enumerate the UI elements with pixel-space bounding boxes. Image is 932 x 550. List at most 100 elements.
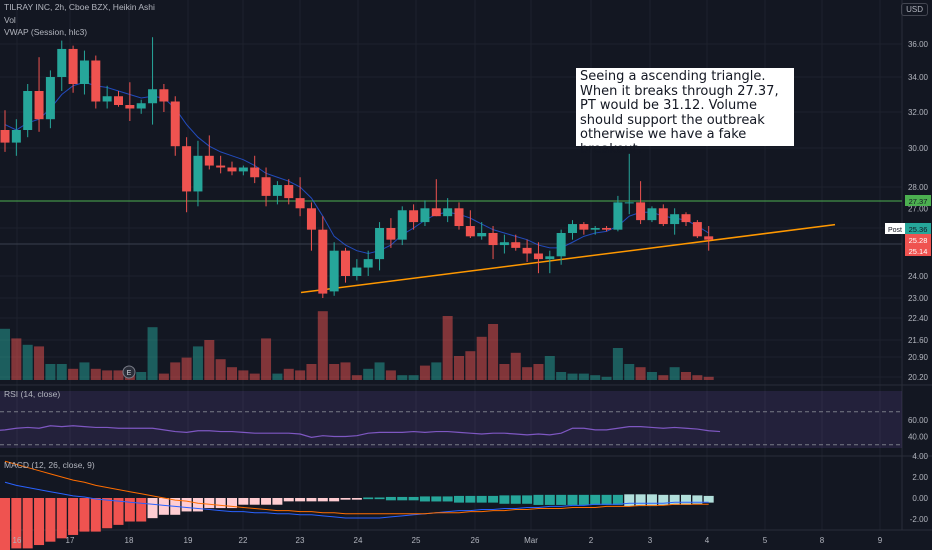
candle-body: [125, 105, 135, 109]
candle: [170, 96, 180, 156]
volume-bar: [476, 336, 487, 380]
macd-hist-bar: [442, 496, 453, 502]
support-trendline: [300, 223, 836, 294]
post-badge: [885, 223, 905, 234]
macd-tick-label: 0.00: [912, 494, 928, 503]
macd-hist-bar: [419, 496, 430, 502]
rsi-line: [0, 425, 721, 438]
candle: [0, 110, 10, 152]
candle-body: [204, 155, 214, 166]
macd-hist-bar: [510, 495, 521, 504]
candle: [624, 153, 634, 215]
volume-bar: [522, 367, 533, 380]
macd-hist-bar: [522, 495, 533, 504]
candle-body: [261, 177, 271, 196]
volume-bar: [658, 375, 669, 380]
macd-hist-bar: [601, 494, 612, 505]
macd-hist-bar: [692, 495, 703, 504]
time-tick-label: 23: [296, 536, 305, 545]
candle-body: [375, 228, 385, 260]
candle: [420, 200, 430, 227]
price-label-last: [905, 234, 931, 245]
candle: [454, 202, 464, 230]
candle: [306, 202, 316, 251]
price-tick-label: 21.60: [908, 336, 929, 345]
candle: [159, 84, 169, 112]
macd-hist-bar: [646, 494, 657, 507]
symbol-legend[interactable]: TILRAY INC, 2h, Cboe BZX, Heikin Ashi: [4, 2, 155, 12]
macd-hist-bar: [249, 498, 260, 505]
candle: [148, 37, 158, 125]
candle: [499, 234, 509, 254]
candle-body: [420, 208, 430, 223]
macd-hist-bar: [215, 498, 226, 509]
macd-histogram: [0, 494, 714, 550]
candle: [477, 222, 487, 240]
candle-body: [238, 167, 248, 172]
time-tick-label: 3: [648, 536, 653, 545]
macd-hist-bar: [261, 498, 272, 505]
candle-body: [23, 91, 33, 130]
volume-bar: [170, 362, 181, 380]
volume-bar: [329, 364, 340, 380]
candle: [102, 85, 112, 109]
macd-hist-bar: [22, 498, 33, 549]
macd-hist-bar: [192, 498, 203, 512]
candle: [545, 250, 555, 274]
macd-hist-bar: [635, 494, 646, 507]
price-tick-label: 30.00: [908, 144, 929, 153]
volume-series: [0, 311, 714, 380]
volume-bar: [34, 346, 45, 380]
candle: [488, 226, 498, 260]
time-tick-label: 17: [66, 536, 75, 545]
candle-body: [590, 228, 600, 230]
candle-body: [91, 60, 101, 102]
volume-bar: [351, 375, 362, 380]
volume-bar: [295, 370, 306, 380]
macd-hist-bar: [454, 495, 464, 503]
volume-legend[interactable]: Vol: [4, 15, 16, 25]
candle: [341, 247, 350, 283]
candle-body: [0, 130, 10, 143]
candle-body: [533, 253, 543, 260]
candle-body: [522, 247, 532, 254]
macd-hist-bar: [567, 494, 578, 505]
candle-body: [114, 96, 123, 105]
rsi-legend[interactable]: RSI (14, close): [4, 389, 61, 399]
candle-body: [136, 103, 146, 109]
candle-body: [397, 210, 407, 240]
volume-bar: [465, 351, 476, 380]
volume-bar: [283, 368, 294, 380]
volume-bar: [544, 356, 555, 380]
volume-bar: [317, 311, 328, 380]
candle: [613, 195, 623, 232]
candle: [636, 181, 646, 225]
candle: [409, 204, 419, 230]
candle: [318, 216, 328, 298]
earnings-marker-icon: [122, 365, 136, 379]
annotation-note[interactable]: Seeing a ascending triangle. When it bre…: [576, 68, 794, 156]
vwap-legend[interactable]: VWAP (Session, hlc3): [4, 27, 88, 37]
candle-body: [545, 256, 555, 260]
time-tick-label: 9: [878, 536, 883, 545]
macd-legend[interactable]: MACD (12, 26, close, 9): [4, 460, 95, 470]
candle-body: [148, 89, 158, 104]
candle-body: [556, 233, 566, 257]
macd-hist-bar: [578, 494, 589, 505]
macd-hist-bar: [306, 498, 317, 502]
macd-hist-bar: [272, 498, 283, 505]
macd-tick-label: -2.00: [910, 515, 929, 524]
volume-bar: [192, 346, 203, 380]
volume-bar: [533, 364, 544, 380]
volume-bar: [238, 370, 249, 380]
candle-body: [272, 185, 282, 196]
macd-hist-bar: [590, 494, 601, 505]
macd-hist-bar: [544, 494, 555, 505]
time-tick-label: 22: [239, 536, 248, 545]
macd-hist-bar: [397, 496, 408, 501]
currency-button[interactable]: USD: [901, 3, 928, 16]
candle-body: [568, 224, 577, 233]
candle: [136, 99, 146, 114]
